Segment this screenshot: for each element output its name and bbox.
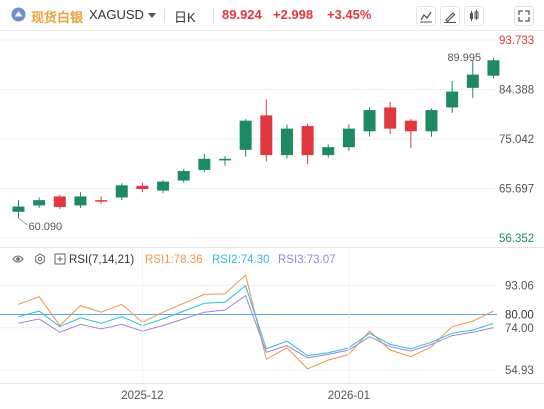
candle [177,168,190,183]
candle [342,124,355,151]
rsi3-value: RSI3:73.07 [278,254,336,266]
rsi-series-rsi1 [18,273,494,370]
candle-body [136,185,149,190]
time-axis-label: 2025-12 [121,390,163,402]
divider [213,8,214,23]
candle-body [115,185,128,198]
eye-icon[interactable] [12,255,24,263]
symbol-selector[interactable]: XAGUSD [89,7,144,22]
candle-body [322,147,335,156]
rsi1-value: RSI1:78.36 [145,254,203,266]
candle-body [95,200,108,202]
candle-body [466,74,479,88]
candle [219,156,231,166]
price-change: +2.998 [273,7,314,22]
rsi-axis-label: 74.00 [505,323,534,335]
candle-body [74,196,87,206]
settings-icon[interactable] [35,253,45,265]
fullscreen-button[interactable] [514,6,534,26]
price-axis-label: 75.042 [499,134,534,146]
rsi-legend: RSI(7,14,21) RSI1:78.36 RSI2:74.30 RSI3:… [12,253,336,266]
candle-body [301,125,314,156]
candle-body [260,115,273,156]
price-axis-label: 93.733 [499,35,534,47]
time-axis-label: 2026-01 [328,390,370,402]
candle-body [425,110,438,132]
candle [446,80,459,113]
divider [164,8,165,23]
candle [12,200,25,219]
candle [487,58,500,79]
silver-logo-icon [11,7,26,22]
candle-body [446,91,459,108]
candle-body [33,200,46,206]
pen-icon [444,12,456,23]
candle-body [198,158,211,170]
rsi-axis-label: 93.06 [505,280,534,292]
candle [53,194,66,210]
expand-icon [518,10,530,22]
candle [280,124,293,159]
rsi-series-rsi3 [18,294,494,359]
last-price: 89.924 [222,7,262,22]
indicator-button[interactable] [464,6,484,26]
candle [425,108,438,137]
candle-icon [470,10,479,21]
low-price-label: 60.090 [29,221,63,233]
candle [301,123,314,165]
period-selector[interactable]: 日K [174,10,196,25]
candle [384,102,397,134]
drawing-tool-button[interactable] [440,6,460,26]
candle-body [12,206,25,212]
price-axis-label: 84.388 [499,84,534,96]
chevron-down-icon[interactable] [148,13,156,18]
instrument-name: 现货白银 [31,10,84,25]
add-indicator-icon[interactable] [54,253,66,265]
candle [136,182,149,193]
rsi-reference-label: 80.00 [505,309,534,321]
price-axis-label: 65.697 [499,184,534,196]
rsi2-value: RSI2:74.30 [212,254,270,266]
candle-body [384,107,397,129]
rsi-title: RSI(7,14,21) [69,254,134,266]
chart-header: 现货白银 XAGUSD 日K 89.924 +2.998 +3.45% [0,0,544,30]
candle-body [219,158,231,161]
candle-body [487,60,500,76]
candle-body [177,171,190,181]
low-price-pointer [18,217,28,226]
high-price-label: 89.995 [447,52,481,64]
candle-body [53,196,66,208]
candle [157,180,170,194]
line-tool-button[interactable] [416,6,436,26]
candle-body [280,128,293,156]
line-chart-icon [420,11,432,23]
candle [115,183,128,201]
candle [404,119,417,149]
rsi-axis-label: 54.93 [505,365,534,377]
candle [95,196,108,204]
candle [466,60,479,98]
candle-body [157,181,170,191]
candle [322,144,335,158]
candle [363,107,376,137]
candle [239,119,252,157]
candle [198,154,211,173]
candle [33,197,46,209]
candle-body [404,120,417,132]
candle-body [239,120,252,150]
price-change-percent: +3.45% [327,7,372,22]
candle [74,192,87,209]
candle-body [363,110,376,132]
candle-body [342,128,355,148]
candle [260,99,273,162]
price-axis-label: 56.352 [499,233,534,245]
rsi-series-rsi2 [18,284,494,357]
